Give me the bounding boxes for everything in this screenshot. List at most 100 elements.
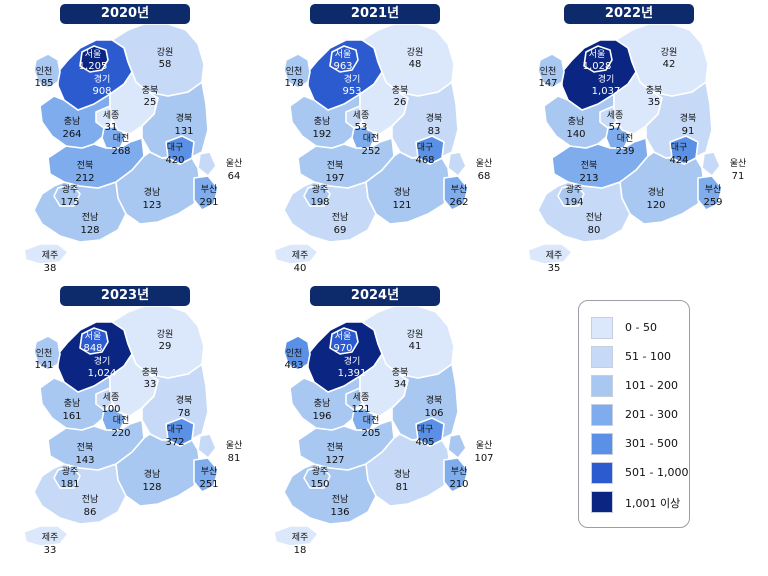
- region-ulsan: [197, 151, 217, 177]
- legend-item: 501 - 1,000: [591, 462, 689, 484]
- region-name-busan: 부산: [451, 184, 468, 195]
- year-title: 2023년: [60, 286, 190, 306]
- region-incheon: [33, 53, 61, 89]
- region-name-chungbuk: 충북: [392, 85, 409, 96]
- region-value-sejong: 53: [355, 122, 368, 133]
- region-name-daegu: 대구: [417, 142, 434, 153]
- region-name-busan: 부산: [201, 466, 218, 477]
- region-name-daejeon: 대전: [363, 133, 380, 144]
- region-value-jeju: 40: [294, 263, 307, 274]
- region-name-ulsan: 울산: [730, 158, 747, 169]
- year-title: 2020년: [60, 4, 190, 24]
- region-value-gyeongnam: 120: [646, 200, 665, 211]
- region-name-gyeonggi: 경기: [344, 355, 361, 367]
- region-value-daegu: 372: [165, 437, 184, 448]
- region-value-gyeonggi: 1,037: [592, 86, 621, 97]
- region-name-gyeongnam: 경남: [394, 186, 411, 198]
- region-value-jeonnam: 128: [80, 225, 99, 236]
- region-value-gangwon: 29: [159, 341, 172, 352]
- region-value-ulsan: 107: [474, 453, 493, 464]
- region-name-chungnam: 충남: [314, 116, 331, 127]
- region-name-busan: 부산: [201, 184, 218, 195]
- region-name-gwangju: 광주: [62, 183, 79, 195]
- region-daegu: [415, 135, 445, 165]
- legend-label: 501 - 1,000: [625, 466, 689, 479]
- region-value-chungbuk: 35: [648, 97, 661, 108]
- region-value-busan: 251: [199, 479, 218, 490]
- legend-label: 0 - 50: [625, 321, 657, 334]
- region-seoul: [79, 45, 109, 73]
- region-name-jeonnam: 전남: [332, 212, 349, 223]
- region-daegu: [415, 417, 445, 447]
- region-name-jeonnam: 전남: [332, 494, 349, 505]
- region-value-seoul: 970: [333, 343, 352, 354]
- legend-item: 51 - 100: [591, 346, 686, 368]
- map-panel: 서울 1,205 인천 185 경기 908 강원 58 충북 25 충남 264 세종 31 대전 268 경…: [18, 4, 248, 280]
- region-value-gyeongbuk: 106: [424, 408, 443, 419]
- legend-item: 301 - 500: [591, 433, 686, 455]
- region-ulsan: [197, 433, 217, 459]
- region-value-jeju: 35: [548, 263, 561, 274]
- region-name-gyeonggi: 경기: [94, 355, 111, 367]
- region-value-jeonnam: 80: [588, 225, 601, 236]
- region-value-daejeon: 239: [615, 146, 634, 157]
- region-incheon: [283, 335, 311, 371]
- map-panel: 서울 963 인천 178 경기 953 강원 48 충북 26 충남 192 세종 53 대전 252 경북 8…: [268, 4, 498, 280]
- region-name-gyeonggi: 경기: [344, 73, 361, 85]
- region-name-jeju: 제주: [292, 250, 309, 261]
- region-value-incheon: 147: [538, 78, 557, 89]
- region-seoul: [329, 327, 359, 355]
- region-value-chungnam: 264: [62, 129, 81, 140]
- region-gyeonggi: [307, 321, 383, 393]
- region-value-sejong: 57: [609, 122, 622, 133]
- region-name-chungnam: 충남: [64, 398, 81, 409]
- region-value-chungbuk: 26: [394, 97, 407, 108]
- legend: 0 - 50 51 - 100 101 - 200 201 - 300 301 - 50…: [578, 300, 690, 528]
- region-name-gyeongbuk: 경북: [426, 112, 443, 124]
- legend-swatch: [591, 491, 613, 513]
- region-value-jeonbuk: 213: [579, 173, 598, 184]
- region-value-jeonbuk: 143: [75, 455, 94, 466]
- legend-swatch: [591, 462, 613, 484]
- region-name-gangwon: 강원: [407, 47, 424, 58]
- region-name-gyeongnam: 경남: [144, 186, 161, 198]
- region-value-gyeongbuk: 78: [178, 408, 191, 419]
- region-name-sejong: 세종: [103, 110, 120, 121]
- region-seoul: [329, 45, 359, 73]
- region-value-chungbuk: 34: [394, 379, 407, 390]
- region-name-seoul: 서울: [589, 49, 606, 60]
- region-jeju: [527, 243, 573, 265]
- region-value-busan: 262: [449, 197, 468, 208]
- region-name-jeju: 제주: [546, 250, 563, 261]
- region-value-incheon: 185: [34, 78, 53, 89]
- region-value-chungbuk: 33: [144, 379, 157, 390]
- year-title: 2022년: [564, 4, 694, 24]
- region-value-gyeongbuk: 131: [174, 126, 193, 137]
- region-value-seoul: 963: [333, 61, 352, 72]
- region-name-seoul: 서울: [335, 331, 352, 342]
- region-value-daegu: 405: [415, 437, 434, 448]
- legend-swatch: [591, 317, 613, 339]
- legend-label: 301 - 500: [625, 437, 678, 450]
- legend-item: 0 - 50: [591, 317, 686, 339]
- region-value-gangwon: 42: [663, 59, 676, 70]
- region-name-sejong: 세종: [607, 110, 624, 121]
- region-name-gangwon: 강원: [407, 329, 424, 340]
- region-name-gyeongbuk: 경북: [176, 394, 193, 406]
- region-name-sejong: 세종: [103, 392, 120, 403]
- legend-item: 201 - 300: [591, 404, 686, 426]
- region-name-gangwon: 강원: [157, 329, 174, 340]
- region-value-jeju: 18: [294, 545, 307, 556]
- region-name-jeonbuk: 전북: [327, 160, 344, 171]
- legend-swatch: [591, 375, 613, 397]
- region-value-gyeonggi: 908: [92, 86, 111, 97]
- region-name-gyeongnam: 경남: [144, 468, 161, 480]
- region-value-daegu: 424: [669, 155, 688, 166]
- region-jeju: [23, 243, 69, 265]
- region-incheon: [537, 53, 565, 89]
- region-name-ulsan: 울산: [226, 440, 243, 451]
- region-name-gyeonggi: 경기: [598, 73, 615, 85]
- legend-swatch: [591, 433, 613, 455]
